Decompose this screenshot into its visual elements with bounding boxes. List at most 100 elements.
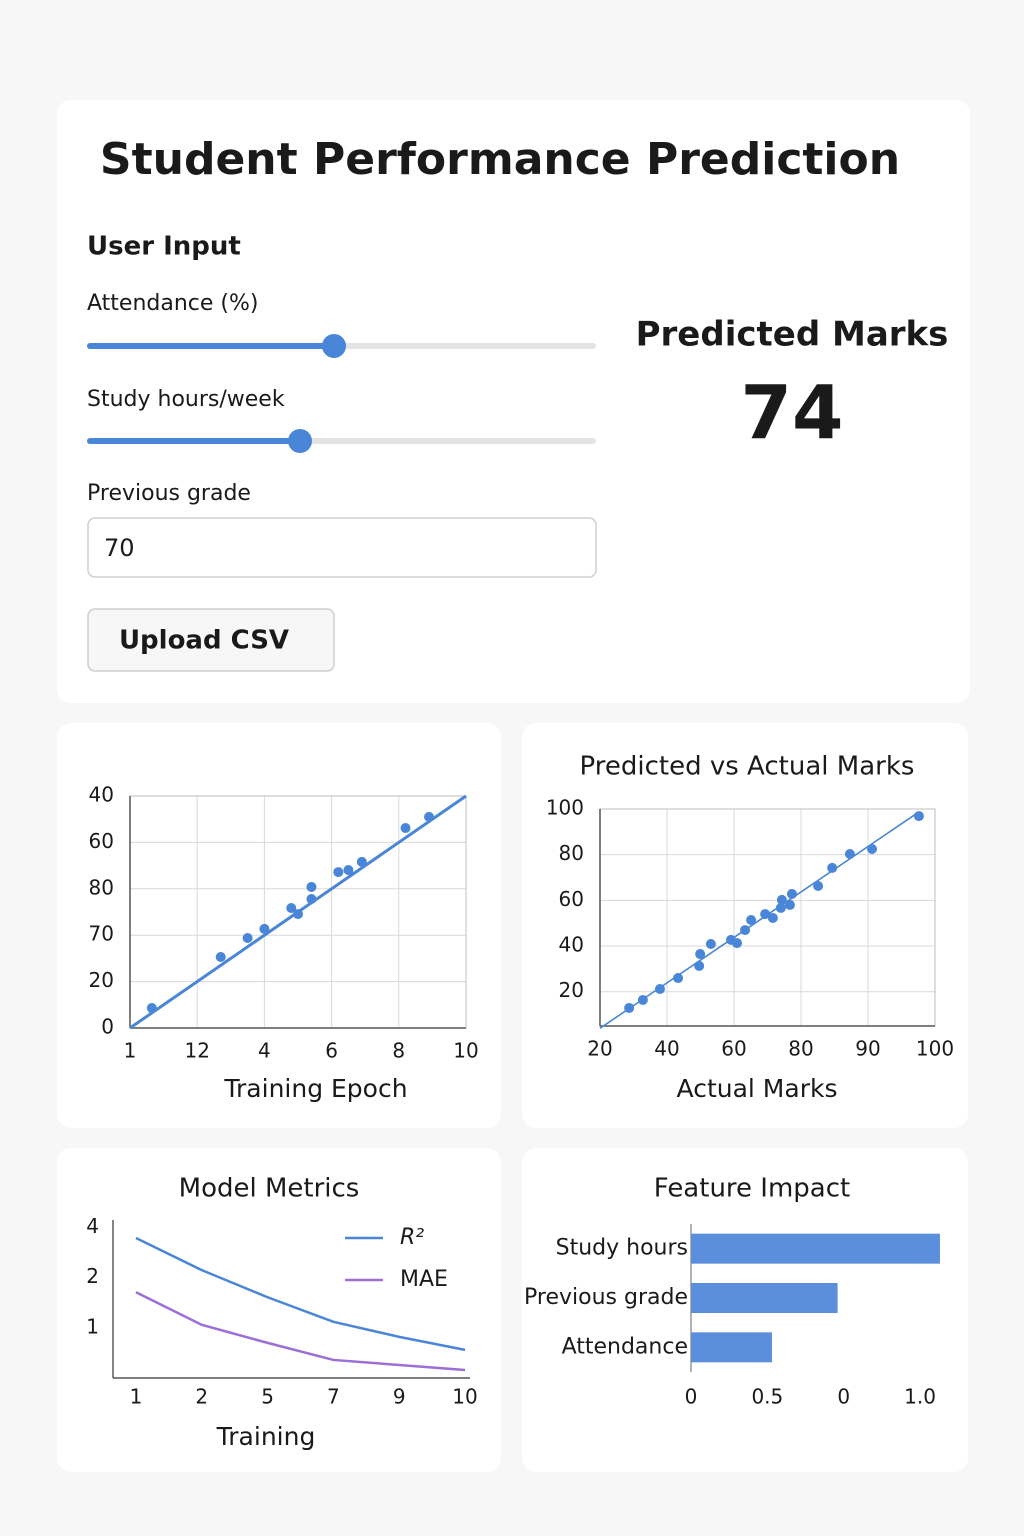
data-point bbox=[286, 903, 297, 914]
data-point bbox=[673, 973, 684, 984]
x-tick-label: 6 bbox=[325, 1039, 338, 1063]
data-point bbox=[333, 867, 344, 878]
y-tick-label: 80 bbox=[559, 841, 584, 865]
data-point bbox=[784, 899, 795, 910]
bar bbox=[691, 1283, 838, 1313]
chart-title: Feature Impact bbox=[654, 1174, 850, 1204]
y-tick-label: Attendance bbox=[562, 1334, 688, 1359]
y-tick-label: 60 bbox=[89, 829, 114, 853]
field-label: Study hours/week bbox=[87, 387, 285, 412]
data-point bbox=[654, 983, 665, 994]
x-tick-label: 100 bbox=[916, 1037, 954, 1061]
x-tick-label: 7 bbox=[327, 1385, 340, 1409]
x-tick-label: 0 bbox=[685, 1385, 698, 1409]
bar bbox=[691, 1233, 940, 1264]
slider-thumb[interactable] bbox=[322, 334, 346, 358]
x-tick-label: 90 bbox=[855, 1037, 880, 1061]
data-point bbox=[259, 923, 270, 934]
data-point bbox=[146, 1003, 157, 1014]
y-tick-label: 40 bbox=[89, 783, 114, 807]
y-tick-label: 100 bbox=[546, 796, 584, 820]
field-label: Attendance (%) bbox=[87, 291, 258, 316]
y-tick-label: 60 bbox=[559, 887, 584, 911]
data-point bbox=[913, 811, 924, 822]
y-tick-label: Previous grade bbox=[524, 1285, 688, 1310]
x-tick-label: 5 bbox=[261, 1385, 274, 1409]
data-point bbox=[694, 960, 705, 971]
data-point bbox=[343, 865, 354, 876]
data-point bbox=[844, 848, 855, 859]
x-tick-label: 10 bbox=[452, 1385, 477, 1409]
upload-button[interactable] bbox=[87, 608, 335, 672]
x-tick-label: 12 bbox=[184, 1039, 209, 1063]
legend-label: R² bbox=[400, 1225, 424, 1250]
x-tick-label: 9 bbox=[393, 1385, 406, 1409]
data-point bbox=[813, 880, 824, 891]
x-axis-label: Actual Marks bbox=[677, 1074, 838, 1103]
data-point bbox=[746, 915, 757, 926]
x-tick-label: 10 bbox=[453, 1039, 478, 1063]
slider[interactable] bbox=[87, 334, 596, 358]
y-tick-label: Study hours bbox=[556, 1236, 688, 1261]
y-tick-label: 80 bbox=[89, 875, 114, 899]
data-point bbox=[827, 862, 838, 873]
data-point bbox=[215, 952, 226, 963]
data-point bbox=[760, 909, 771, 920]
x-tick-label: 8 bbox=[392, 1039, 405, 1063]
series-line bbox=[135, 1236, 466, 1352]
x-tick-label: 1.0 bbox=[904, 1385, 936, 1409]
data-point bbox=[695, 949, 706, 960]
field-label: Previous grade bbox=[87, 481, 251, 506]
y-tick-label: 4 bbox=[86, 1214, 99, 1238]
page-title: Student Performance Prediction bbox=[100, 134, 900, 185]
x-tick-label: 1 bbox=[124, 1039, 137, 1063]
chart-card bbox=[57, 1148, 501, 1472]
data-point bbox=[242, 932, 253, 943]
text-input[interactable] bbox=[87, 517, 597, 578]
y-tick-label: 1 bbox=[86, 1314, 99, 1338]
x-tick-label: 0 bbox=[837, 1385, 850, 1409]
chart-title: Model Metrics bbox=[179, 1174, 360, 1204]
slider-thumb[interactable] bbox=[288, 429, 312, 453]
x-tick-label: 60 bbox=[721, 1037, 746, 1061]
y-tick-label: 40 bbox=[559, 933, 584, 957]
data-point bbox=[637, 994, 648, 1005]
data-point bbox=[424, 811, 435, 822]
y-tick-label: 20 bbox=[89, 968, 114, 992]
x-tick-label: 0.5 bbox=[751, 1385, 783, 1409]
x-axis-label: Training bbox=[216, 1422, 316, 1451]
legend-label: MAE bbox=[400, 1267, 448, 1292]
data-point bbox=[306, 894, 317, 905]
data-point bbox=[400, 823, 411, 834]
x-tick-label: 80 bbox=[788, 1037, 813, 1061]
data-point bbox=[867, 843, 878, 854]
y-tick-label: 70 bbox=[89, 922, 114, 946]
chart-title: Predicted vs Actual Marks bbox=[580, 752, 915, 782]
section-heading: User Input bbox=[87, 232, 241, 262]
x-tick-label: 2 bbox=[195, 1385, 208, 1409]
data-point bbox=[356, 856, 367, 867]
y-tick-label: 0 bbox=[101, 1015, 114, 1039]
data-point bbox=[732, 938, 743, 949]
data-point bbox=[306, 881, 317, 892]
data-point bbox=[293, 909, 303, 920]
x-tick-label: 20 bbox=[587, 1037, 612, 1061]
data-point bbox=[767, 912, 778, 923]
y-tick-label: 20 bbox=[559, 978, 584, 1002]
data-point bbox=[705, 938, 716, 949]
button-label: Upload CSV bbox=[119, 626, 289, 656]
data-point bbox=[775, 902, 786, 913]
prediction-value: 74 bbox=[741, 371, 844, 457]
slider-fill bbox=[87, 343, 334, 349]
y-tick-label: 2 bbox=[86, 1264, 99, 1288]
trend-line bbox=[599, 811, 920, 1029]
data-point bbox=[740, 925, 751, 936]
slider[interactable] bbox=[87, 429, 596, 453]
x-tick-label: 40 bbox=[654, 1037, 679, 1061]
data-point bbox=[776, 894, 787, 905]
x-axis-label: Training Epoch bbox=[223, 1074, 407, 1103]
slider-fill bbox=[87, 438, 300, 444]
input-value: 70 bbox=[104, 534, 135, 562]
